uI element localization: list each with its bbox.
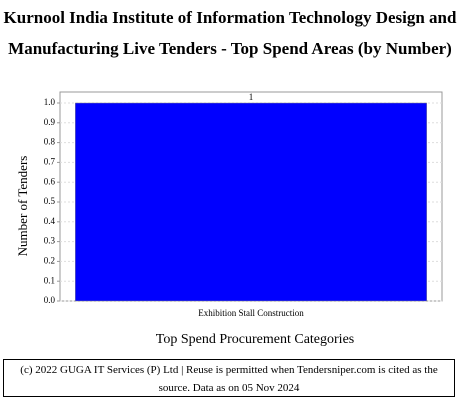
bar [75, 102, 427, 302]
y-tick-label: 0.6 [44, 176, 56, 186]
y-axis-label: Number of Tenders [15, 156, 30, 257]
y-tick-label: 0.1 [44, 275, 55, 285]
y-tick-label: 0.0 [44, 295, 56, 305]
y-tick-label: 0.9 [44, 117, 56, 127]
y-tick-label: 0.5 [44, 196, 56, 206]
chart: Top Spend Procurement Categories Number … [15, 91, 443, 347]
y-tick-label: 0.7 [44, 156, 56, 166]
x-axis-label: Top Spend Procurement Categories [156, 332, 354, 347]
y-tick-label: 0.2 [44, 255, 55, 265]
chart-title: Kurnool India Institute of Information T… [3, 8, 457, 58]
y-tick-label: 0.4 [44, 216, 56, 226]
x-tick-label: Exhibition Stall Construction [198, 308, 304, 318]
footer: (c) 2022 GUGA IT Services (P) Ltd | Reus… [3, 359, 455, 397]
y-tick-label: 0.8 [44, 137, 56, 147]
y-tick-label: 0.3 [44, 236, 56, 246]
data-label: 1 [249, 92, 254, 102]
y-tick-label: 1.0 [44, 97, 56, 107]
